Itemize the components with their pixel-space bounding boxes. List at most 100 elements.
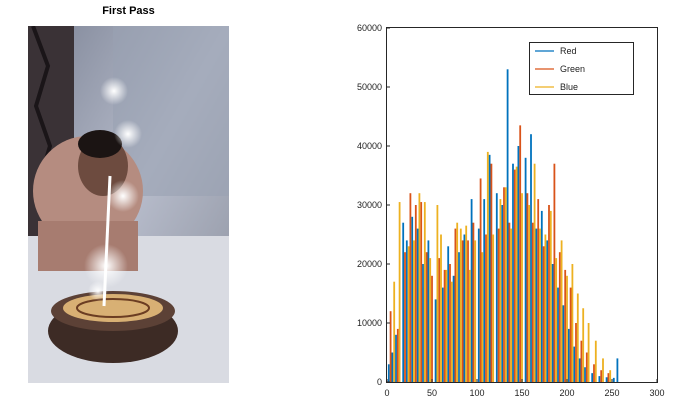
photo-panel: First Pass <box>0 0 260 410</box>
bar-green-8 <box>438 258 441 382</box>
bar-red-14 <box>463 234 466 382</box>
bar-green-6 <box>425 252 428 382</box>
bar-red-6 <box>416 228 419 382</box>
bar-red-26 <box>535 228 538 382</box>
bar-green-9 <box>443 269 446 382</box>
bar-red-34 <box>578 358 581 382</box>
bar-red-4 <box>405 240 408 382</box>
bar-blue-17 <box>486 151 489 382</box>
bar-red-5 <box>411 216 414 382</box>
bar-green-27 <box>548 205 550 382</box>
bar-green-2 <box>404 252 406 382</box>
bar-blue-21 <box>510 228 513 382</box>
bar-green-30 <box>564 269 567 382</box>
legend: Red Green Blue <box>529 42 634 95</box>
ticks-layer: 0 50 100 150 200 250 300 0 10000 20000 30000 40000 5… <box>357 23 665 398</box>
bar-green-35 <box>593 364 595 382</box>
bar-green-14 <box>472 222 475 382</box>
bar-red-16 <box>477 228 480 382</box>
bar-green-1 <box>396 328 399 382</box>
bar-blue-12 <box>459 228 462 382</box>
bar-red-12 <box>452 275 455 382</box>
bar-blue-16 <box>481 252 484 382</box>
bar-red-33 <box>573 346 576 382</box>
bar-green-23 <box>526 193 529 382</box>
bar-red-20 <box>501 205 504 382</box>
bar-green-24 <box>531 222 534 382</box>
bar-red-18 <box>488 154 491 382</box>
bar-green-17 <box>490 163 493 382</box>
bar-blue-3 <box>413 240 415 382</box>
bar-red-38 <box>605 377 608 382</box>
bar-green-11 <box>454 228 457 382</box>
bar-green-16 <box>485 234 487 382</box>
bar-blue-28 <box>549 210 552 382</box>
bar-blue-38 <box>609 370 612 382</box>
bar-red-11 <box>447 246 450 382</box>
bar-red-21 <box>506 69 509 383</box>
bar-red-24 <box>524 157 527 382</box>
y-tick-label-6: 60000 <box>357 23 382 33</box>
x-tick-label-2: 100 <box>469 388 484 398</box>
bar-green-33 <box>580 340 583 382</box>
bar-blue-2 <box>407 246 410 382</box>
bar-green-10 <box>449 264 451 382</box>
bar-green-37 <box>607 373 610 382</box>
bar-blue-23 <box>521 193 523 382</box>
bar-red-28 <box>546 240 549 382</box>
x-tick-label-5: 250 <box>604 388 619 398</box>
bar-blue-9 <box>445 269 448 382</box>
bar-red-8 <box>427 240 430 382</box>
x-tick-label-3: 150 <box>514 388 529 398</box>
bar-blue-33 <box>576 293 579 382</box>
bar-red-23 <box>517 146 520 382</box>
bar-green-34 <box>585 352 588 382</box>
bar-red-9 <box>434 299 437 382</box>
y-tick-label-1: 10000 <box>357 318 382 328</box>
bar-red-13 <box>458 252 460 382</box>
y-tick-label-2: 20000 <box>357 259 382 269</box>
bar-red-32 <box>567 328 570 382</box>
bar-blue-13 <box>465 225 468 382</box>
bar-red-35 <box>584 367 586 382</box>
bar-red-0 <box>387 364 390 382</box>
x-tick-label-1: 50 <box>427 388 437 398</box>
bar-green-12 <box>461 240 464 382</box>
bar-blue-24 <box>528 205 531 382</box>
bar-blue-32 <box>571 264 574 382</box>
bar-green-36 <box>600 370 603 382</box>
bar-green-13 <box>467 240 469 382</box>
bar-blue-10 <box>450 281 453 382</box>
bar-blue-31 <box>566 275 568 382</box>
legend-label-green: Green <box>560 64 585 74</box>
y-tick-label-0: 0 <box>377 377 382 387</box>
bar-red-19 <box>495 193 498 382</box>
x-tick-label-0: 0 <box>384 388 389 398</box>
x-tick-label-4: 200 <box>559 388 574 398</box>
bar-red-3 <box>402 222 405 382</box>
bar-red-1 <box>391 352 394 382</box>
x-tick-label-6: 300 <box>649 388 664 398</box>
bar-green-28 <box>553 163 556 382</box>
bar-blue-25 <box>533 163 536 382</box>
bar-green-25 <box>537 199 540 382</box>
bar-red-37 <box>598 376 601 382</box>
bar-blue-22 <box>515 166 518 382</box>
bar-green-26 <box>542 246 545 382</box>
bar-blue-26 <box>539 228 541 382</box>
bar-blue-5 <box>423 202 426 382</box>
bar-green-4 <box>414 205 417 382</box>
bar-blue-36 <box>594 340 597 382</box>
bar-red-7 <box>422 264 424 382</box>
bar-blue-7 <box>436 205 439 382</box>
bar-green-5 <box>420 202 423 382</box>
bar-red-15 <box>470 199 473 382</box>
bar-green-7 <box>431 275 433 382</box>
legend-label-blue: Blue <box>560 82 578 92</box>
bar-blue-15 <box>474 240 477 382</box>
bar-red-27 <box>540 210 543 382</box>
bar-blue-29 <box>555 258 558 382</box>
bar-red-29 <box>551 264 554 382</box>
photo-birthday-cake-icon <box>28 26 229 383</box>
y-tick-label-5: 50000 <box>357 82 382 92</box>
